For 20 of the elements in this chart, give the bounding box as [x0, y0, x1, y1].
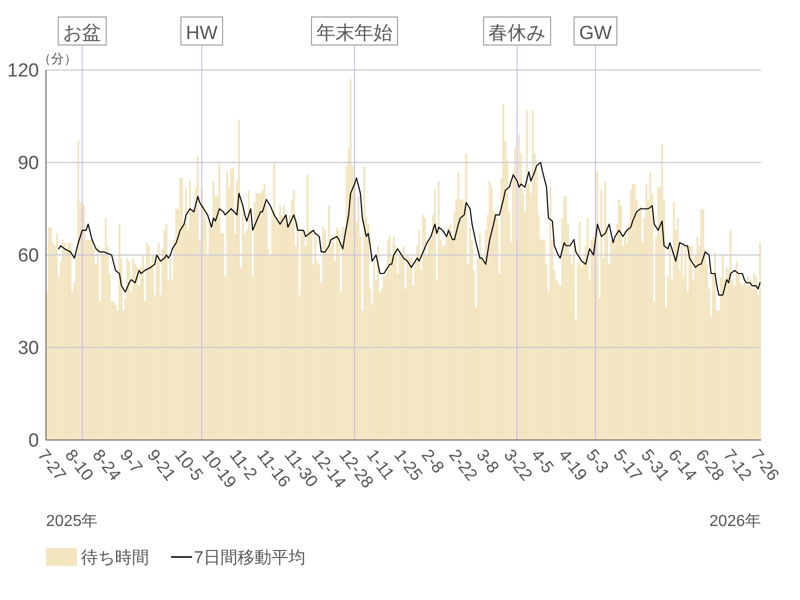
y-tick-label: 90	[18, 153, 39, 174]
text: 2025年	[46, 513, 98, 530]
y-tick-label: 0	[28, 430, 39, 452]
y-tick-label: 30	[18, 338, 39, 359]
ref-line-label: お盆	[63, 23, 102, 44]
y-tick-label: 120	[7, 60, 39, 82]
ref-label: お盆	[58, 16, 107, 46]
y-tick-label: 60	[18, 246, 39, 266]
ref-line-label: 年末年始	[316, 23, 393, 44]
ref-label: HW	[180, 16, 224, 46]
ref-label: GW	[574, 16, 618, 46]
ref-line-label: HW	[186, 23, 218, 44]
ref-line-label: GW	[579, 23, 612, 44]
ref-label: 年末年始	[311, 16, 398, 46]
text: 2026年	[709, 513, 761, 530]
y-axis-title: （分）	[38, 51, 77, 66]
legend-label: 7日間移動平均	[194, 548, 306, 567]
ref-label: 春休み	[483, 16, 552, 46]
ref-line-label: 春休み	[488, 23, 546, 44]
legend-label: 待ち時間	[81, 548, 149, 567]
